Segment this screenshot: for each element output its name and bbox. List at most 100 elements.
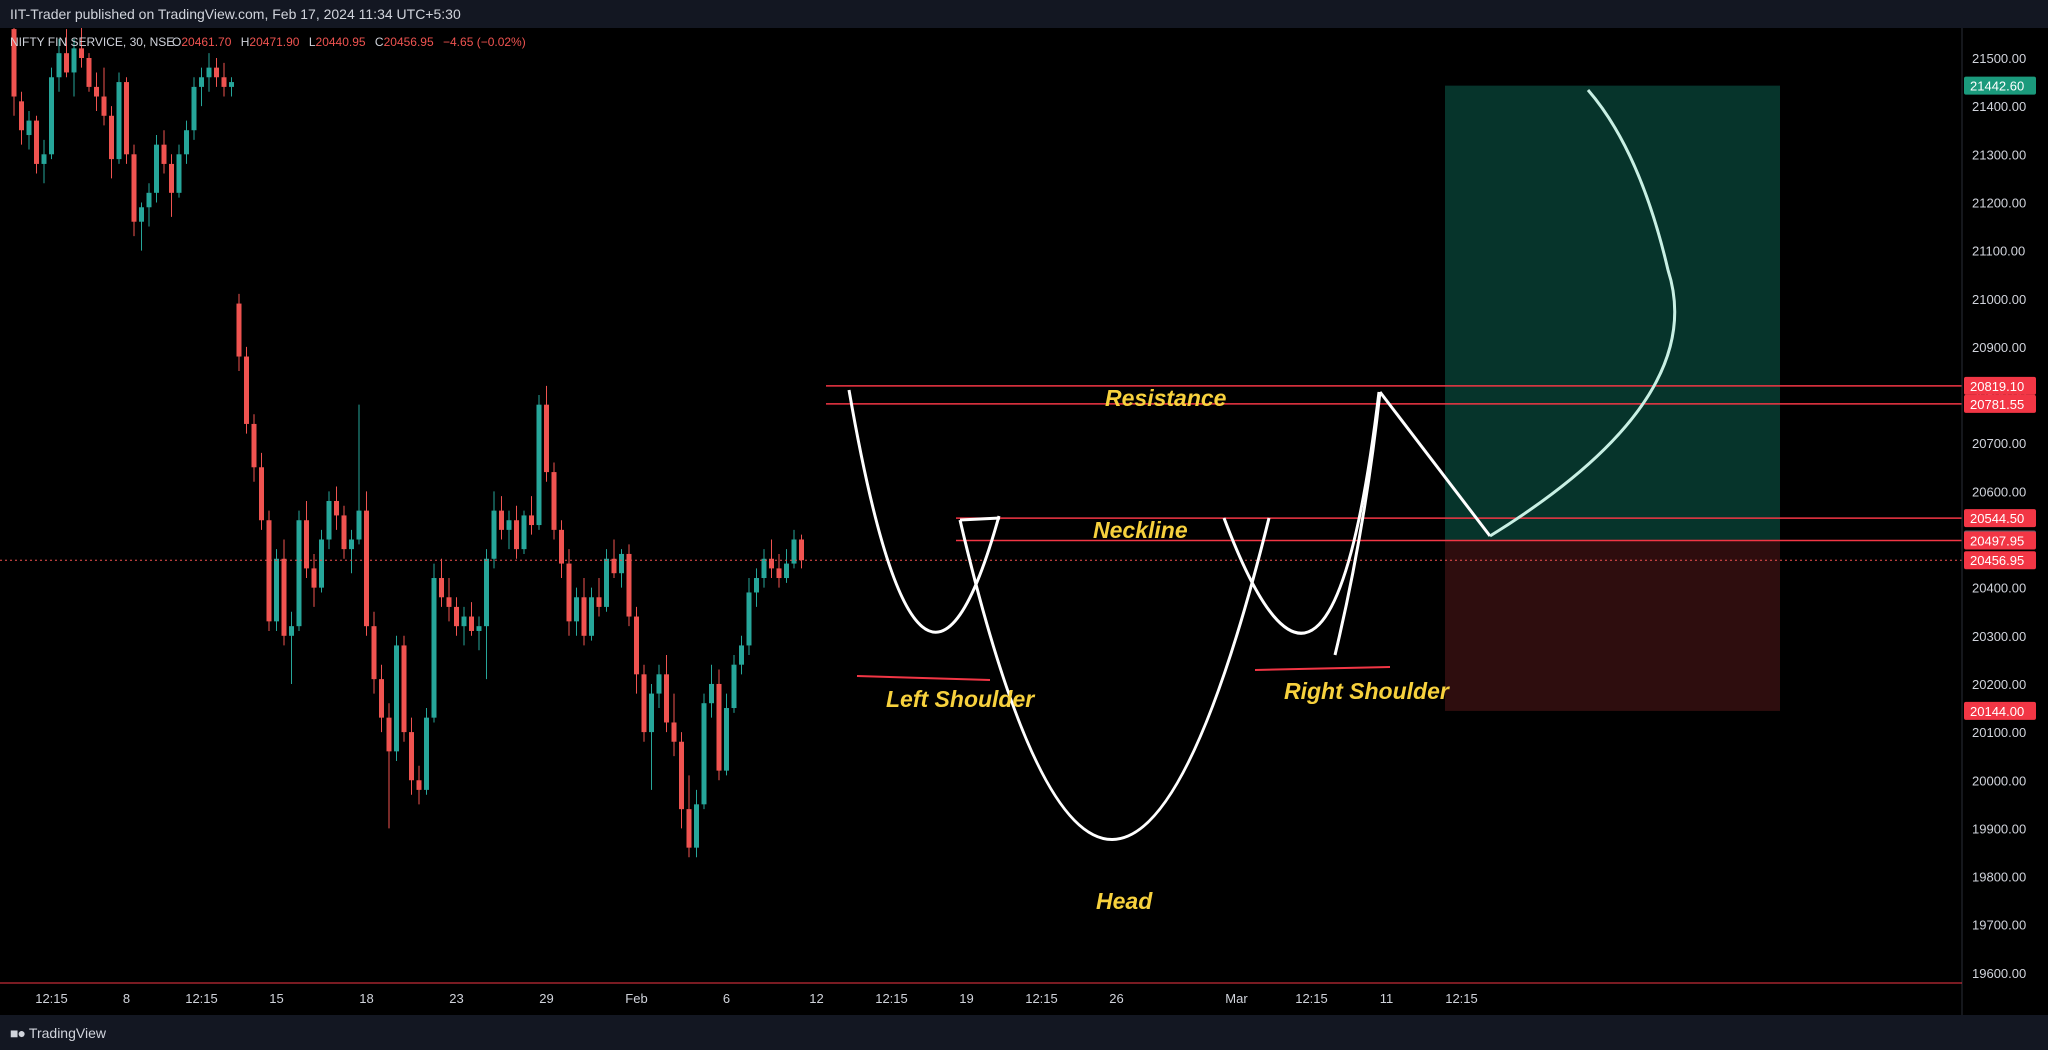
candle <box>124 77 129 164</box>
candle-body <box>289 626 294 636</box>
candle-body <box>146 192 152 208</box>
candle-body <box>799 539 804 561</box>
candle <box>281 539 287 646</box>
candle <box>394 635 399 761</box>
stop-zone <box>1445 540 1780 711</box>
candle-body <box>79 48 84 58</box>
candle <box>34 115 39 174</box>
resistance-high-badge-bg <box>1964 376 2036 395</box>
candle-body <box>266 520 272 622</box>
candle <box>356 404 362 545</box>
stop-price-badge-text: 20144.00 <box>1970 704 2024 719</box>
last-price-badge-bg <box>1964 551 2036 570</box>
candle <box>184 120 189 164</box>
resistance-low-badge-text: 20781.55 <box>1970 397 2024 412</box>
legend-high-value: 20471.90 <box>249 35 299 49</box>
x-tick-label: 8 <box>123 991 130 1006</box>
candle <box>476 616 482 651</box>
x-tick-label: 6 <box>723 991 730 1006</box>
x-tick-label: 29 <box>539 991 553 1006</box>
candle-body <box>236 303 242 357</box>
right-shoulder-support <box>1254 666 1391 671</box>
time-axis[interactable]: 12:15 8 12:15 15 18 23 29 Feb 6 12 12:15 19 12:15 26 M… <box>35 991 1478 1006</box>
candle-body <box>251 423 257 468</box>
neckline-label: Neckline <box>1093 517 1188 543</box>
legend-low-label: L <box>309 35 316 49</box>
candle <box>461 606 467 646</box>
candle <box>146 183 152 227</box>
neckline-low-badge: 20497.95 <box>1964 531 2036 550</box>
candle <box>416 765 422 805</box>
candle-body <box>589 597 594 636</box>
candle <box>791 529 797 569</box>
candle-body <box>199 77 204 87</box>
x-tick-label: Feb <box>625 991 647 1006</box>
y-tick-label: 19900.00 <box>1972 821 2026 836</box>
left-shoulder-support <box>856 675 991 681</box>
candle <box>169 154 174 217</box>
candle <box>514 505 519 559</box>
candle-body <box>71 48 77 73</box>
candle-body <box>746 592 752 646</box>
candle <box>424 708 429 795</box>
candle <box>56 38 62 92</box>
candle <box>379 664 384 733</box>
candle <box>304 500 309 579</box>
x-tick-label: 12:15 <box>35 991 68 1006</box>
candle <box>319 529 324 593</box>
candle <box>221 62 227 97</box>
legend-high-label: H <box>241 35 250 49</box>
candle <box>701 693 707 810</box>
candle-body <box>634 616 639 675</box>
candle-body <box>11 29 17 97</box>
price-axis[interactable]: 19600.00 19700.00 19800.00 19900.00 20000.00… <box>1972 51 2026 981</box>
candle-body <box>776 568 782 579</box>
candle <box>626 544 632 627</box>
y-tick-label: 20300.00 <box>1972 629 2026 644</box>
candle <box>679 732 684 829</box>
candle <box>776 553 782 588</box>
legend-symbol: NIFTY FIN SERVICE, 30, NSE <box>10 35 174 49</box>
candle <box>266 510 272 631</box>
ohlc-legend: NIFTY FIN SERVICE, 30, NSE O20461.70 H20… <box>10 35 526 49</box>
legend-open-value: 20461.70 <box>181 35 231 49</box>
price-chart[interactable]: Resistance Neckline Left Shoulder Head R… <box>0 0 2048 1015</box>
candle <box>274 549 279 631</box>
legend-open-label: O <box>172 35 181 49</box>
neckline-low-badge-text: 20497.95 <box>1970 533 2024 548</box>
candle <box>446 578 452 622</box>
candle <box>64 29 69 78</box>
candle <box>619 549 624 588</box>
last-price-badge: 20456.95 <box>1964 551 2036 570</box>
candle <box>694 789 699 858</box>
candle-body <box>791 539 797 564</box>
candle-body <box>424 717 429 790</box>
candle-body <box>371 626 377 680</box>
candle-body <box>626 553 632 617</box>
candle-body <box>139 207 144 222</box>
candle-body <box>229 82 234 87</box>
candle-body <box>724 708 729 771</box>
left-shoulder-label: Left Shoulder <box>886 686 1035 712</box>
resistance-low-badge-bg <box>1964 394 2036 413</box>
candle-body <box>206 67 212 78</box>
candle-body <box>491 510 497 559</box>
resistance-label: Resistance <box>1105 385 1227 411</box>
candle-body <box>529 515 534 526</box>
x-tick-label: 19 <box>959 991 973 1006</box>
candle <box>581 578 587 646</box>
candle <box>484 549 489 680</box>
candle <box>521 510 527 554</box>
candle-body <box>41 154 47 164</box>
candle-body <box>274 558 279 622</box>
y-tick-label: 19700.00 <box>1972 918 2026 933</box>
y-tick-label: 19600.00 <box>1972 966 2026 981</box>
candle-body <box>604 558 609 607</box>
candle-body <box>304 520 309 569</box>
neckline-high-badge-text: 20544.50 <box>1970 511 2024 526</box>
candle-body <box>191 86 197 131</box>
candle-body <box>364 510 369 627</box>
x-tick-label: 12:15 <box>1295 991 1328 1006</box>
candle <box>634 606 639 694</box>
candle-body <box>506 520 512 530</box>
